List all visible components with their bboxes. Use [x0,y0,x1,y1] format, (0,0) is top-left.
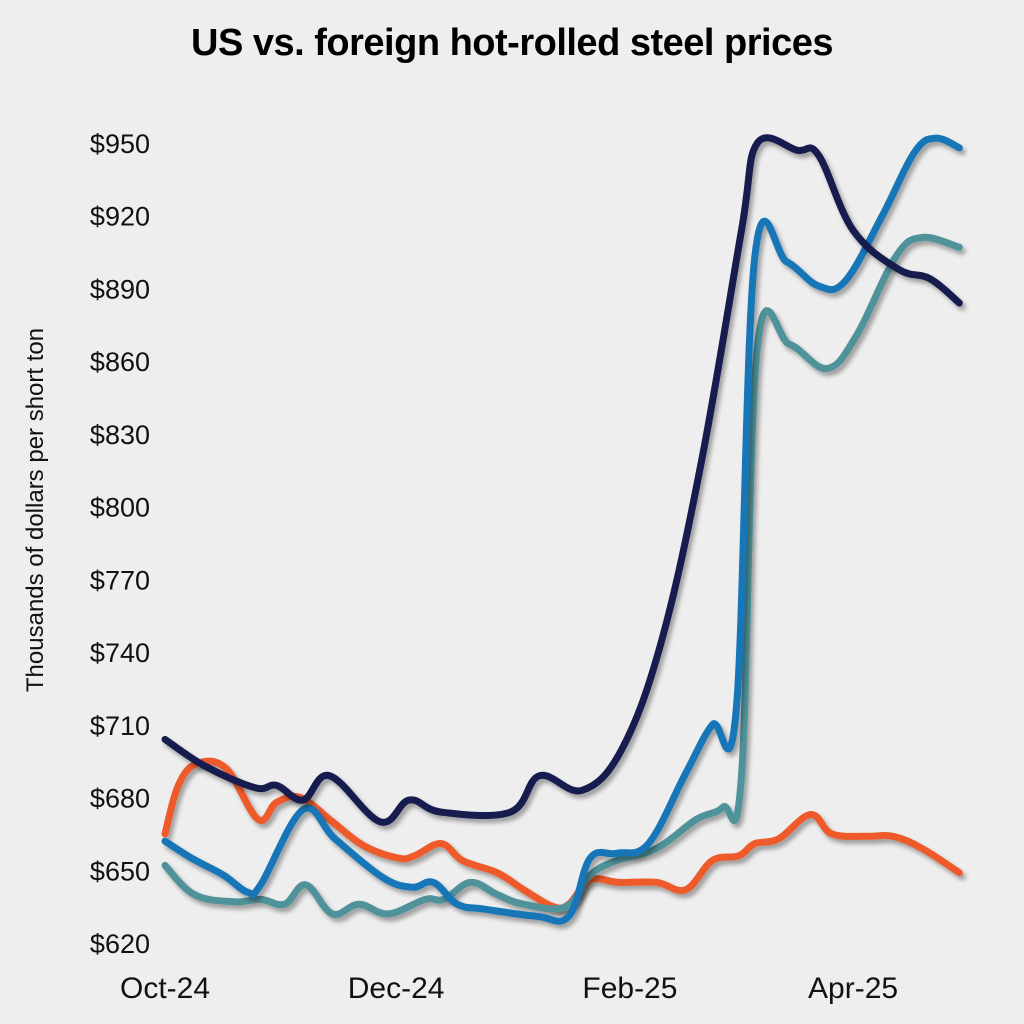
series-line-2 [161,134,963,925]
y-tick-label: $620 [90,929,150,959]
x-axis-ticks: Oct-24 Dec-24 Feb-25 Apr-25 [120,972,898,1005]
y-tick-label: $650 [90,856,150,886]
y-tick-label: $830 [90,420,150,450]
series-lines [161,134,963,925]
y-tick-label: $710 [90,711,150,741]
x-tick-label: Apr-25 [808,972,898,1005]
x-tick-label: Feb-25 [582,972,677,1005]
x-tick-label: Dec-24 [348,972,445,1005]
y-tick-label: $800 [90,493,150,523]
y-tick-label: $920 [90,202,150,232]
y-tick-label: $890 [90,274,150,304]
series-line-3 [161,233,963,918]
y-tick-label: $680 [90,784,150,814]
y-tick-label: $770 [90,565,150,595]
series-line-1 [161,134,963,826]
y-tick-label: $950 [90,129,150,159]
x-tick-label: Oct-24 [120,972,210,1005]
chart-title: US vs. foreign hot-rolled steel prices [191,22,833,64]
y-tick-label: $860 [90,347,150,377]
y-tick-label: $740 [90,638,150,668]
y-axis-ticks: $950 $920 $890 $860 $830 $800 $770 $740 $710 $680… [90,129,150,959]
